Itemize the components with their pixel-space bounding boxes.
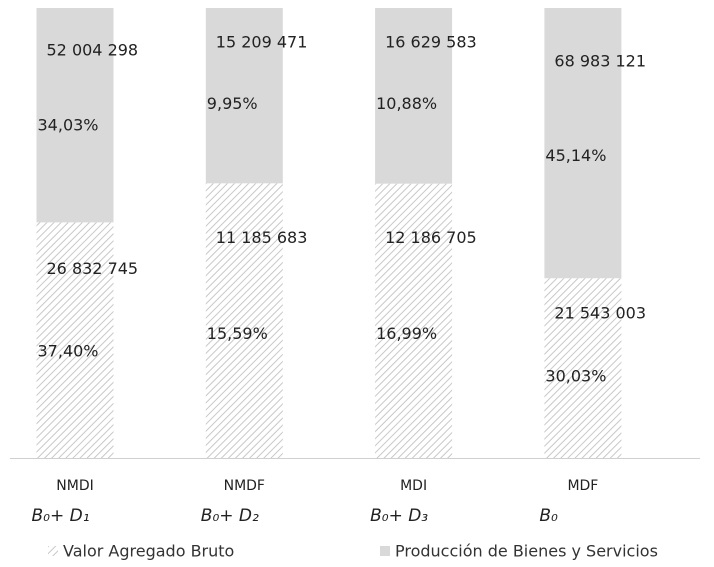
amount-label: 68 983 121 xyxy=(554,52,646,71)
bar-segment xyxy=(544,8,622,279)
amount-label: 16 629 583 xyxy=(385,33,477,52)
value-label: 9,95% xyxy=(207,94,258,113)
bar-segment xyxy=(36,8,114,223)
bar-segment xyxy=(36,222,114,458)
x-tick-label: MDI xyxy=(400,478,427,494)
x-tick-label: NMDF xyxy=(224,478,265,494)
value-label: 15,59% xyxy=(207,324,268,343)
legend-label: Producción de Bienes y Servicios xyxy=(395,542,658,561)
amount-label: 12 186 705 xyxy=(385,228,477,247)
x-formula-label: B₀+ D₂ xyxy=(201,506,259,526)
amount-label: 52 004 298 xyxy=(47,40,139,59)
legend-swatch xyxy=(380,546,390,556)
value-label: 10,88% xyxy=(376,94,437,113)
value-label: 30,03% xyxy=(545,367,606,386)
value-label: 16,99% xyxy=(376,324,437,343)
value-label: 37,40% xyxy=(38,341,99,360)
value-label: 34,03% xyxy=(38,115,99,134)
bar-segment xyxy=(375,183,453,458)
x-tick-label: NMDI xyxy=(56,478,93,494)
bar-segment xyxy=(544,278,622,458)
bar-segment xyxy=(205,183,283,458)
value-label: 45,14% xyxy=(545,146,606,165)
amount-label: 21 543 003 xyxy=(554,304,646,323)
legend-label: Valor Agregado Bruto xyxy=(63,542,234,561)
bar-segment xyxy=(375,8,453,184)
amount-label: 15 209 471 xyxy=(216,33,308,52)
x-tick-label: MDF xyxy=(567,478,598,494)
amount-label: 26 832 745 xyxy=(47,259,139,278)
x-formula-label: B₀+ D₃ xyxy=(370,506,428,526)
x-formula-label: B₀ xyxy=(539,506,558,526)
legend-swatch xyxy=(48,546,58,556)
amount-label: 11 185 683 xyxy=(216,228,308,247)
bar-segment xyxy=(205,8,283,184)
x-formula-label: B₀+ D₁ xyxy=(32,506,90,526)
